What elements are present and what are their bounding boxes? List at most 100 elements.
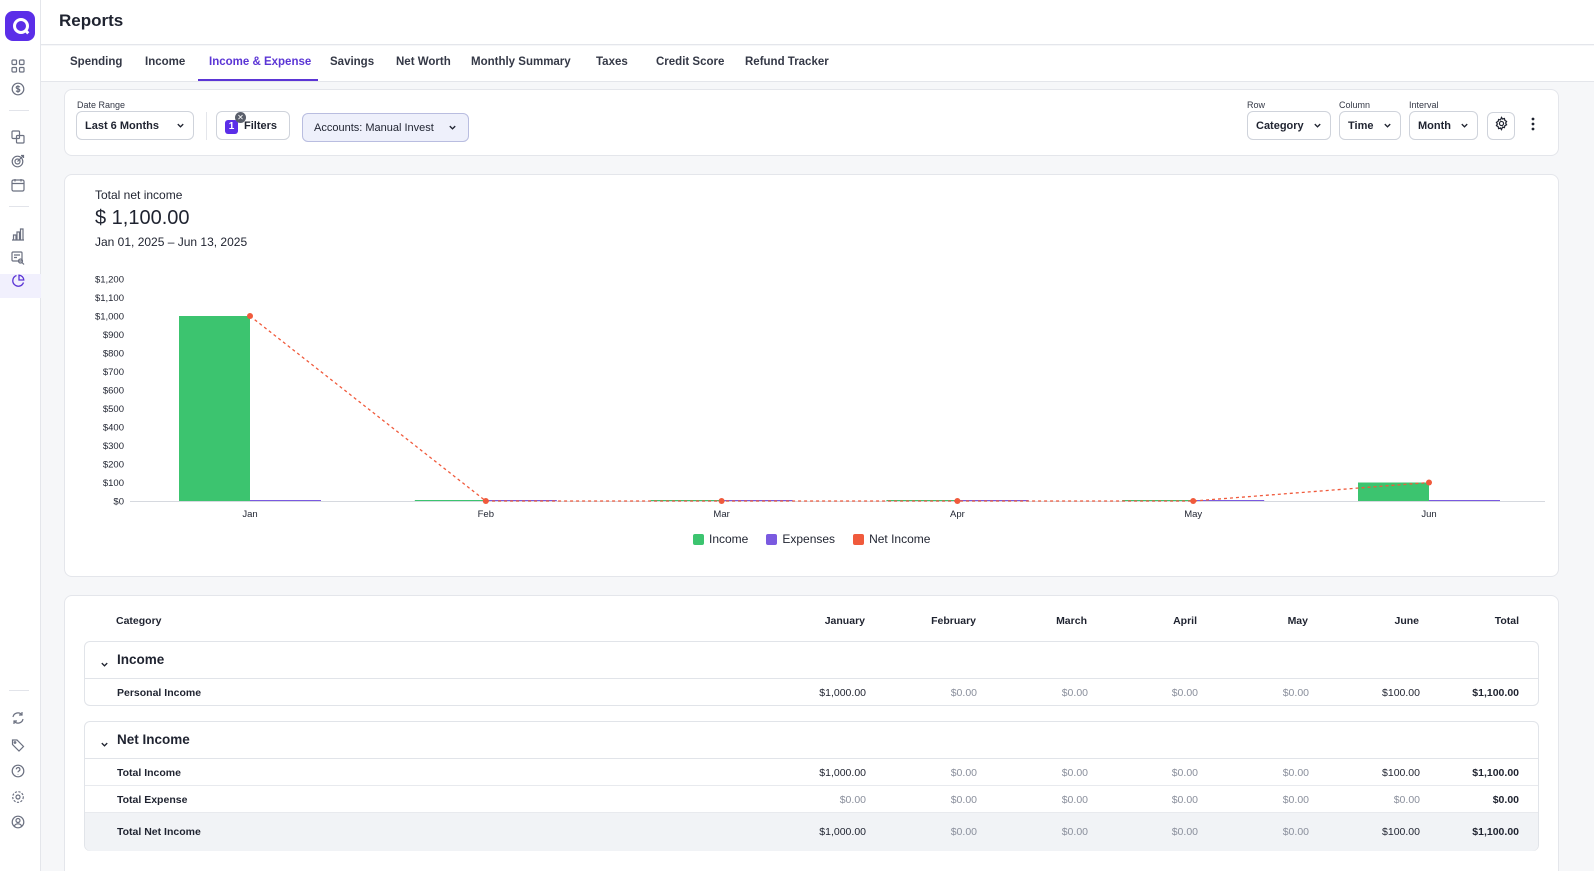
date-range-value: Last 6 Months <box>85 119 159 132</box>
bar-expenses <box>1429 500 1500 501</box>
x-tick-label: Jun <box>1421 509 1436 520</box>
row-label: Total Income <box>117 767 181 779</box>
help-icon[interactable] <box>11 764 25 778</box>
y-tick-label: $700 <box>103 367 124 378</box>
tab-income-expense[interactable]: Income & Expense <box>209 56 312 68</box>
legend-expenses-label: Expenses <box>782 532 836 546</box>
legend-net-income-label: Net Income <box>869 532 931 546</box>
y-tick-label: $1,100 <box>95 293 124 304</box>
search-report-icon[interactable] <box>11 251 25 265</box>
date-range-text: Jan 01, 2025 – Jun 13, 2025 <box>95 235 248 249</box>
profile-icon[interactable] <box>11 815 25 829</box>
bar-chart-icon[interactable] <box>11 227 25 241</box>
cell-total: $0.00 <box>1492 794 1519 806</box>
cell-february: $0.00 <box>950 767 977 779</box>
top-bar: Reports <box>41 0 1594 45</box>
table-group-income: Income Personal Income $1,000.00 $0.00 $… <box>84 641 1539 706</box>
y-tick-label: $200 <box>103 460 124 471</box>
clear-filters-icon[interactable]: ✕ <box>235 112 246 123</box>
table-row[interactable]: Total Expense $0.00 $0.00 $0.00 $0.00 $0… <box>85 787 1538 813</box>
cell-march: $0.00 <box>1061 794 1088 806</box>
table-row[interactable]: Personal Income $1,000.00 $0.00 $0.00 $0… <box>85 680 1538 706</box>
more-options-button[interactable] <box>1526 116 1540 136</box>
y-tick-label: $100 <box>103 478 124 489</box>
row-select[interactable]: Category <box>1247 111 1331 140</box>
bar-expenses <box>250 500 321 501</box>
accounts-filter-chip[interactable]: Accounts: Manual Invest <box>302 113 469 142</box>
net-income-point <box>718 498 725 504</box>
tab-net-worth[interactable]: Net Worth <box>396 56 451 68</box>
tab-income[interactable]: Income <box>145 56 186 68</box>
cell-february: $0.00 <box>950 687 977 699</box>
dashboard-icon[interactable] <box>11 59 25 73</box>
tab-taxes[interactable]: Taxes <box>596 56 628 68</box>
legend-income[interactable]: Income <box>693 532 748 546</box>
date-range-label: Date Range <box>77 100 126 110</box>
total-net-income-label: Total net income <box>95 188 183 202</box>
group-title: Net Income <box>117 732 190 747</box>
net-income-point <box>247 313 253 319</box>
tab-monthly-summary[interactable]: Monthly Summary <box>471 56 571 68</box>
filters-count-badge: 1 <box>225 120 238 134</box>
net-income-point <box>954 498 961 504</box>
tab-spending[interactable]: Spending <box>70 56 123 68</box>
settings-icon[interactable] <box>11 790 25 804</box>
cell-may: $0.00 <box>1282 826 1309 838</box>
cell-february: $0.00 <box>950 826 977 838</box>
cell-january: $1,000.00 <box>819 826 866 838</box>
bar-expenses <box>485 500 557 501</box>
tag-icon[interactable] <box>11 738 25 752</box>
col-header-may: May <box>1287 615 1308 627</box>
cell-january: $0.00 <box>839 794 866 806</box>
chevron-down-icon <box>1313 121 1322 130</box>
chevron-down-icon <box>176 121 185 130</box>
column-select[interactable]: Time <box>1339 111 1401 140</box>
report-tabs: Spending Income Income & Expense Savings… <box>41 46 1594 82</box>
row-label: Total Net Income <box>117 826 201 838</box>
calendar-icon[interactable] <box>11 178 25 192</box>
sync-icon[interactable] <box>11 711 25 725</box>
column-value: Time <box>1348 119 1374 132</box>
interval-value: Month <box>1418 119 1451 132</box>
tab-credit-score[interactable]: Credit Score <box>656 56 725 68</box>
legend-income-label: Income <box>709 532 749 546</box>
chevron-down-icon[interactable] <box>100 656 109 667</box>
x-tick-label: Feb <box>478 509 494 520</box>
cell-may: $0.00 <box>1282 767 1309 779</box>
table-group-net-income: Net Income Total Income $1,000.00 $0.00 … <box>84 721 1539 851</box>
legend-net-income[interactable]: Net Income <box>853 532 930 546</box>
app-logo[interactable] <box>5 11 35 41</box>
row-value: Category <box>1256 119 1304 132</box>
income-expense-chart: $0 $100 $200 $300 $400 $500 $600 $700 $800 $900 $1… <box>80 268 1550 528</box>
dollar-icon[interactable] <box>11 82 25 96</box>
net-income-line <box>249 315 1430 502</box>
col-header-category: Category <box>116 615 162 627</box>
chevron-down-icon[interactable] <box>100 736 109 747</box>
col-header-june: June <box>1394 615 1419 627</box>
legend-expenses[interactable]: Expenses <box>766 532 835 546</box>
group-header[interactable]: Income <box>85 642 1538 679</box>
date-range-select[interactable]: Last 6 Months <box>76 111 194 140</box>
table-row[interactable]: Total Income $1,000.00 $0.00 $0.00 $0.00… <box>85 760 1538 786</box>
cell-june: $100.00 <box>1382 826 1420 838</box>
cell-june: $100.00 <box>1382 767 1420 779</box>
settings-button[interactable] <box>1487 112 1515 140</box>
column-label: Column <box>1339 100 1371 110</box>
tab-savings[interactable]: Savings <box>330 56 375 68</box>
col-header-january: January <box>824 615 865 627</box>
tab-refund-tracker[interactable]: Refund Tracker <box>745 56 829 68</box>
filters-button[interactable]: 1 Filters ✕ <box>216 111 290 140</box>
goals-icon[interactable] <box>11 154 25 168</box>
bar-income <box>179 316 250 501</box>
pie-chart-icon[interactable] <box>11 274 25 288</box>
interval-select[interactable]: Month <box>1409 111 1478 140</box>
legend-swatch-net-income <box>853 533 865 545</box>
legend-swatch-income <box>693 533 704 545</box>
table-row-total[interactable]: Total Net Income $1,000.00 $0.00 $0.00 $… <box>85 813 1538 851</box>
cell-april: $0.00 <box>1171 794 1198 806</box>
legend-swatch-expenses <box>766 533 778 545</box>
group-header[interactable]: Net Income <box>85 722 1538 759</box>
page-title: Reports <box>59 11 124 30</box>
transactions-icon[interactable] <box>11 130 25 144</box>
cell-may: $0.00 <box>1282 794 1309 806</box>
